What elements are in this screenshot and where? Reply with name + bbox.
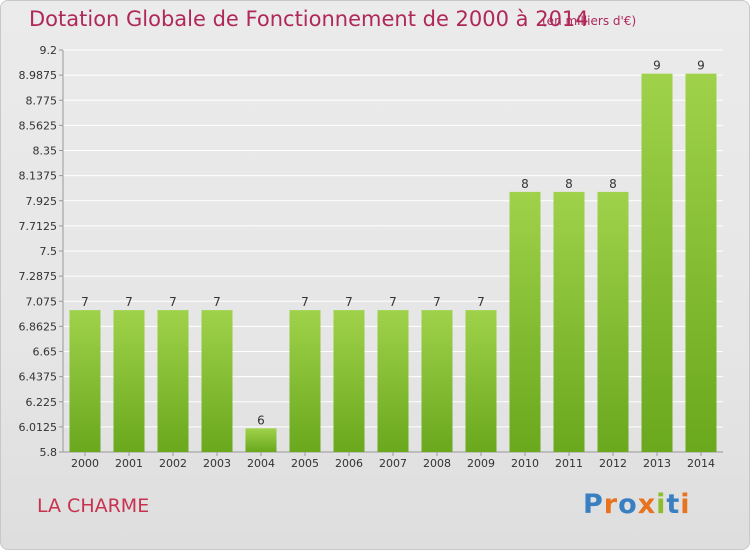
bar: [641, 73, 673, 452]
x-tick-label: 2011: [555, 457, 583, 470]
data-label: 7: [433, 295, 441, 309]
y-tick-label: 7.5: [40, 245, 58, 258]
logo-letter: t: [666, 489, 681, 520]
chart-subtitle: (en milliers d'€): [542, 14, 637, 28]
bar: [465, 310, 497, 452]
x-tick-label: 2001: [115, 457, 143, 470]
x-tick-label: 2004: [247, 457, 275, 470]
data-label: 7: [81, 295, 89, 309]
data-label: 7: [389, 295, 397, 309]
logo-letter: P: [583, 489, 604, 520]
y-tick-label: 8.775: [26, 94, 58, 107]
bar: [377, 310, 409, 452]
x-tick-label: 2006: [335, 457, 363, 470]
logo-letter: x: [637, 489, 657, 520]
bar: [157, 310, 189, 452]
data-label: 7: [213, 295, 221, 309]
data-label: 8: [609, 177, 617, 191]
data-label: 8: [521, 177, 529, 191]
bar: [69, 310, 101, 452]
bar: [201, 310, 233, 452]
x-tick-label: 2002: [159, 457, 187, 470]
data-label: 7: [477, 295, 485, 309]
y-tick-label: 5.8: [40, 446, 58, 459]
bar: [289, 310, 321, 452]
y-tick-label: 6.8625: [19, 320, 58, 333]
logo-letter: i: [656, 489, 667, 520]
y-tick-label: 8.35: [33, 145, 58, 158]
x-tick-label: 2012: [599, 457, 627, 470]
x-tick-label: 2014: [687, 457, 715, 470]
bar: [685, 73, 717, 452]
proxiti-logo[interactable]: Proxiti: [583, 489, 691, 520]
y-tick-label: 6.0125: [19, 421, 58, 434]
x-tick-label: 2000: [71, 457, 99, 470]
y-tick-label: 7.075: [26, 295, 58, 308]
y-tick-label: 8.9875: [19, 69, 58, 82]
x-tick-label: 2013: [643, 457, 671, 470]
bars: [69, 73, 717, 452]
bar: [333, 310, 365, 452]
data-label: 7: [301, 295, 309, 309]
logo-letter: o: [618, 489, 638, 520]
y-tick-label: 8.5625: [19, 119, 58, 132]
bar: [245, 428, 277, 452]
y-tick-label: 6.4375: [19, 371, 58, 384]
logo-letter: i: [680, 489, 691, 520]
bar: [421, 310, 453, 452]
data-label: 8: [565, 177, 573, 191]
y-tick-label: 7.2875: [19, 270, 58, 283]
data-label: 9: [653, 59, 661, 73]
y-tick-label: 6.225: [26, 396, 58, 409]
data-label: 7: [125, 295, 133, 309]
logo-letter: r: [603, 489, 619, 520]
x-tick-label: 2010: [511, 457, 539, 470]
x-tick-label: 2003: [203, 457, 231, 470]
y-tick-label: 9.2: [40, 44, 58, 57]
data-label: 7: [169, 295, 177, 309]
x-tick-label: 2008: [423, 457, 451, 470]
y-tick-label: 8.1375: [19, 170, 58, 183]
bar: [553, 191, 585, 452]
commune-name: LA CHARME: [37, 495, 150, 517]
data-label: 9: [697, 59, 705, 73]
x-tick-label: 2005: [291, 457, 319, 470]
data-label: 6: [257, 413, 265, 427]
bar: [509, 191, 541, 452]
bar: [113, 310, 145, 452]
chart-title: Dotation Globale de Fonctionnement de 20…: [29, 7, 589, 31]
y-tick-label: 7.925: [26, 195, 58, 208]
y-tick-label: 6.65: [33, 346, 58, 359]
labels: 5.8 6.0125 6.225 6.4375 6.65 6.8625 7.075 7.287…: [19, 44, 716, 470]
bar: [597, 191, 629, 452]
y-tick-label: 7.7125: [19, 220, 58, 233]
data-label: 7: [345, 295, 353, 309]
x-tick-label: 2007: [379, 457, 407, 470]
x-tick-label: 2009: [467, 457, 495, 470]
